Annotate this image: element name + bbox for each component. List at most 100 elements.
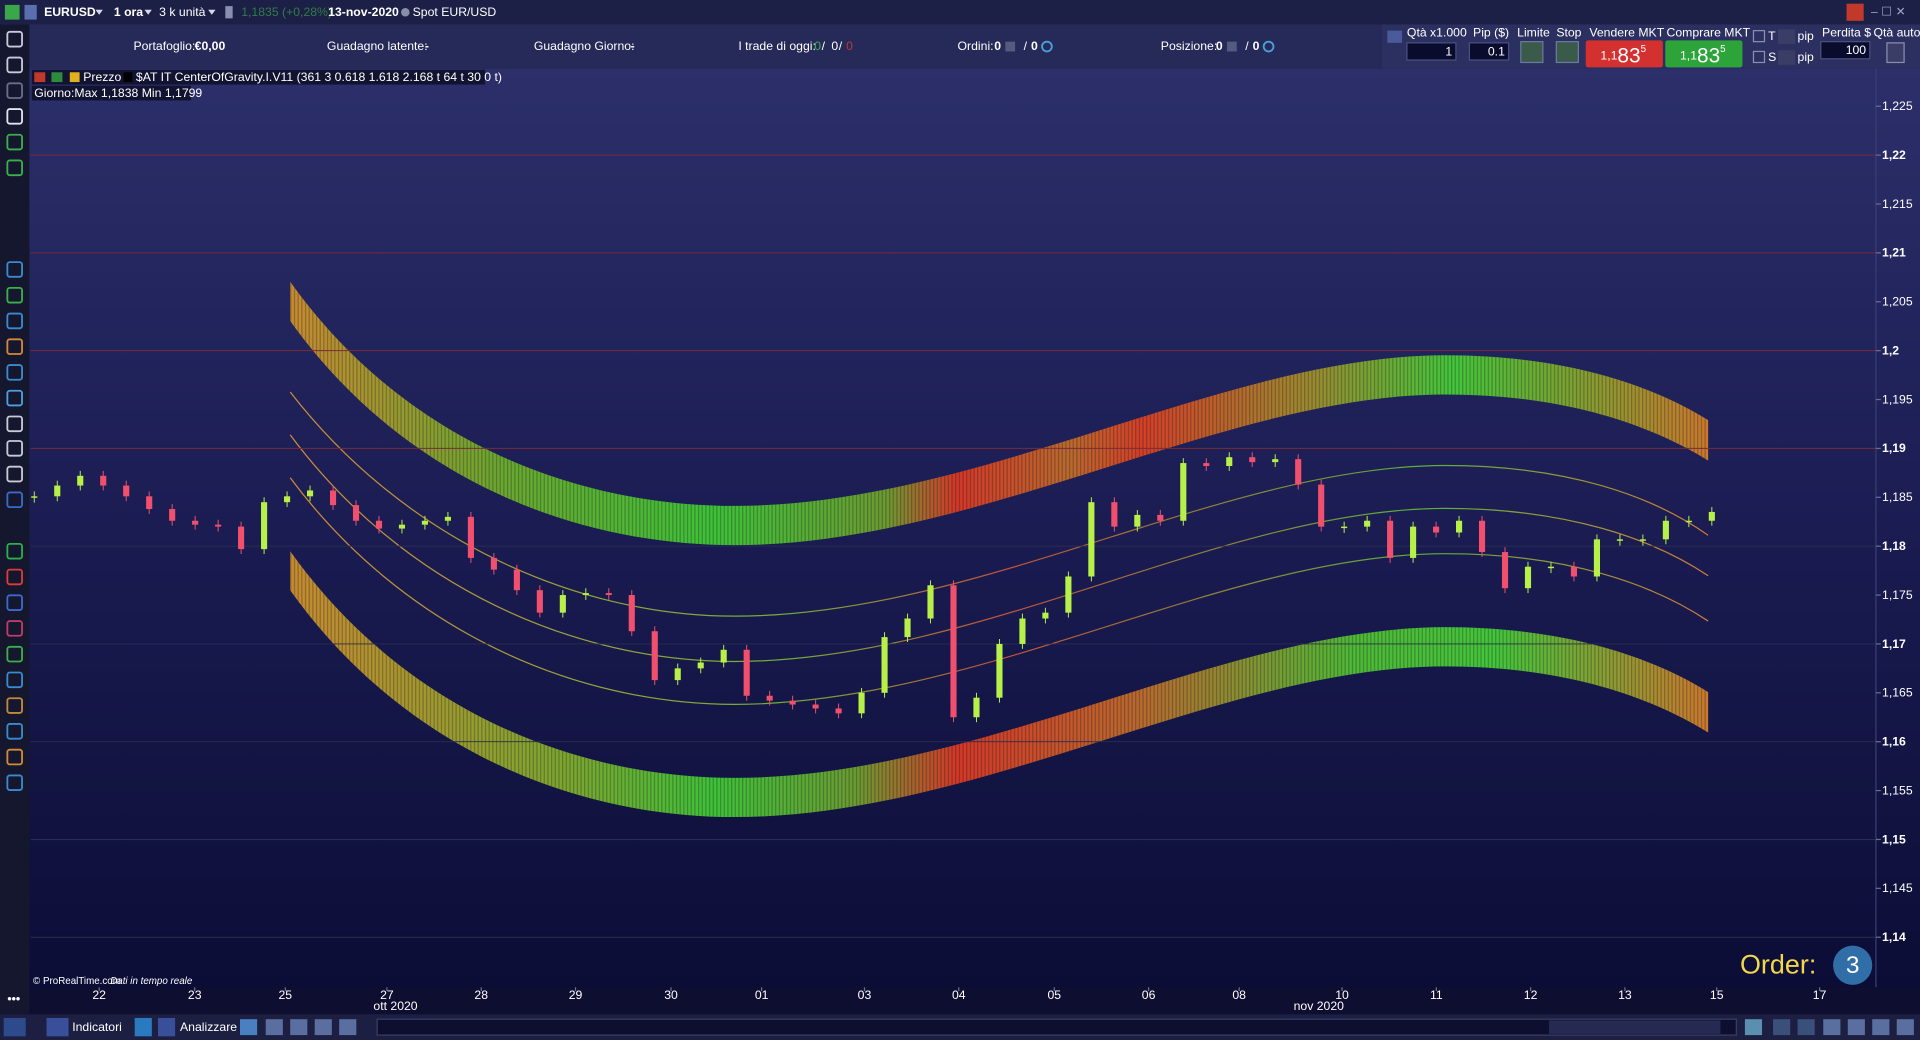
qty-input[interactable] — [1406, 42, 1457, 61]
toolbar-icon[interactable] — [1797, 1019, 1815, 1036]
order-badge — [1833, 945, 1873, 985]
tool-icon[interactable] — [6, 364, 23, 381]
tool-icon[interactable] — [6, 415, 23, 433]
y-tick-label: 1,165 — [1882, 686, 1913, 700]
loss-value[interactable]: 100 — [1846, 43, 1867, 57]
x-tick-label: 29 — [569, 988, 583, 1002]
portfolio-label: Portafoglio: — [133, 39, 195, 53]
candle-body — [1639, 539, 1646, 541]
tool-icon[interactable] — [6, 30, 23, 48]
order-label: Order: — [1740, 950, 1816, 980]
toolbar-icon[interactable] — [1744, 1019, 1763, 1036]
tool-icon[interactable] — [6, 465, 23, 483]
quote-date: 13-nov-2020 — [328, 5, 399, 19]
s-input[interactable] — [1777, 50, 1796, 65]
tool-icon[interactable] — [6, 671, 23, 689]
zoom-icon[interactable] — [1872, 1019, 1890, 1036]
units-selector[interactable]: 3 k unità — [159, 5, 205, 19]
legend-icon — [51, 72, 63, 83]
y-tick-label: 1,16 — [1882, 735, 1906, 749]
x-tick-label: 15 — [1710, 988, 1724, 1002]
y-tick-label: 1,18 — [1882, 539, 1906, 553]
toolbar-icon[interactable] — [1773, 1019, 1791, 1036]
date-axis — [0, 987, 1920, 1015]
day-gain-value: - — [631, 39, 635, 53]
qty-value[interactable]: 1 — [1445, 44, 1452, 58]
auto-button[interactable] — [1886, 42, 1905, 64]
indicators-icon[interactable] — [46, 1017, 69, 1037]
symbol-selector[interactable]: EURUSD — [44, 5, 96, 19]
toolbar-icon[interactable] — [339, 1019, 357, 1036]
share-icon[interactable] — [134, 1017, 152, 1037]
tool-icon[interactable] — [6, 594, 23, 611]
tool-icon[interactable] — [6, 440, 23, 457]
tool-icon[interactable] — [6, 697, 23, 714]
orders-link-icon[interactable] — [1041, 40, 1053, 53]
tool-icon[interactable] — [6, 261, 23, 278]
account-bar — [0, 24, 1382, 69]
tool-icon[interactable] — [6, 774, 23, 792]
tool-icon[interactable] — [6, 312, 23, 330]
t-input[interactable] — [1777, 29, 1796, 45]
tool-icon[interactable] — [6, 82, 23, 99]
x-tick-label: 11 — [1430, 988, 1443, 1002]
buy-price[interactable]: 1,1835 — [1680, 44, 1726, 67]
pip-input[interactable] — [1468, 42, 1510, 61]
s-checkbox[interactable] — [1752, 50, 1766, 64]
tool-icon[interactable] — [6, 542, 23, 560]
sell-price[interactable]: 1,1835 — [1600, 44, 1646, 67]
toolbar-icon[interactable] — [265, 1019, 283, 1036]
tool-icon[interactable] — [6, 133, 23, 151]
tool-icon[interactable] — [6, 645, 23, 663]
toolbar-icon[interactable] — [314, 1019, 332, 1036]
tool-icon[interactable] — [6, 748, 23, 766]
tool-icon[interactable] — [6, 568, 23, 586]
y-tick-label: 1,14 — [1882, 930, 1906, 944]
loss-input[interactable] — [1820, 41, 1871, 60]
x-tick-label: 22 — [92, 988, 106, 1002]
toolbar-icon[interactable] — [240, 1019, 258, 1036]
stop-label: Stop — [1556, 25, 1581, 39]
scroll-thumb[interactable] — [1548, 1020, 1721, 1034]
candle-body — [1065, 576, 1072, 613]
day-range: Giorno:Max 1,1838 Min 1,1799 — [34, 86, 202, 100]
limit-button[interactable] — [1520, 41, 1544, 64]
tool-icon[interactable] — [6, 286, 23, 304]
chart-background — [0, 68, 1920, 988]
stop-button[interactable] — [1555, 41, 1579, 64]
sell-button[interactable] — [1585, 40, 1663, 68]
y-tick-label: 1,19 — [1882, 441, 1906, 455]
t-checkbox[interactable] — [1752, 30, 1766, 43]
tool-icon[interactable] — [6, 56, 23, 74]
buy-button[interactable] — [1665, 40, 1743, 68]
analyze-icon[interactable] — [157, 1017, 176, 1037]
more-tools[interactable]: ••• — [7, 992, 20, 1006]
zoom-icon[interactable] — [1847, 1019, 1865, 1036]
timeframe-selector[interactable]: 1 ora — [114, 5, 143, 19]
position-link-icon[interactable] — [1262, 40, 1275, 53]
indicators-button[interactable]: Indicatori — [72, 1020, 122, 1034]
order-number: 3 — [1846, 952, 1860, 979]
x-tick-label: 05 — [1047, 988, 1061, 1002]
sync-icon[interactable] — [1846, 3, 1864, 21]
tool-icon[interactable] — [6, 620, 23, 637]
toolbar-icon[interactable] — [290, 1019, 308, 1036]
tool-icon[interactable] — [6, 491, 23, 509]
tool-icon[interactable] — [6, 338, 23, 355]
draw-icon[interactable] — [3, 1017, 26, 1037]
scrollbar[interactable] — [376, 1018, 1737, 1036]
tool-icon[interactable] — [6, 108, 23, 125]
tool-icon[interactable] — [6, 723, 23, 740]
window-controls[interactable]: – ☐ ✕ — [1871, 4, 1906, 18]
x-tick-label: 03 — [858, 988, 872, 1002]
zoom-icon[interactable] — [1823, 1019, 1841, 1036]
candle-body — [1272, 459, 1279, 463]
orders-label: Ordini: — [958, 39, 994, 53]
tool-icon[interactable] — [6, 389, 23, 407]
tool-icon[interactable] — [6, 159, 23, 177]
analyze-button[interactable]: Analizzare — [180, 1020, 237, 1034]
pip-value[interactable]: 0.1 — [1488, 44, 1505, 58]
separator: / — [822, 39, 826, 53]
zoom-icon[interactable] — [1896, 1019, 1914, 1036]
tool-icon[interactable] — [1387, 30, 1403, 43]
